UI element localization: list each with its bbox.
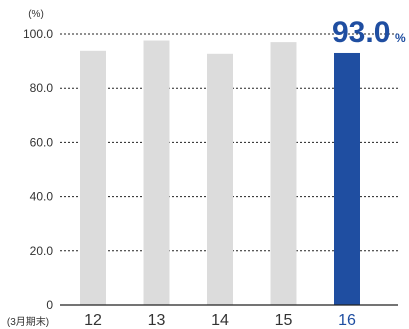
y-axis-ticks: 0 20.0 40.0 60.0 80.0 100.0 — [23, 27, 53, 312]
bar — [270, 42, 297, 305]
y-axis-unit: (%) — [28, 9, 44, 20]
callout-value: 93.0 — [332, 16, 390, 49]
y-tick-label: 60.0 — [30, 135, 54, 149]
x-tick-label: 16 — [338, 312, 356, 329]
bar — [143, 40, 170, 306]
x-tick-label: 14 — [211, 312, 229, 329]
y-tick-label: 100.0 — [23, 27, 53, 41]
x-tick-label: 13 — [148, 312, 166, 329]
bar-highlight — [334, 52, 360, 305]
x-tick-label: 12 — [84, 312, 102, 329]
bars — [80, 40, 360, 306]
x-axis-unit: (3月期末) — [7, 315, 49, 328]
bar — [80, 50, 106, 305]
bar — [207, 53, 233, 305]
highlight-callout: 93.0 % — [332, 16, 406, 49]
callout-unit: % — [395, 31, 406, 45]
y-tick-label: 40.0 — [30, 190, 54, 204]
y-tick-label: 80.0 — [30, 81, 54, 95]
x-tick-label: 15 — [275, 312, 293, 329]
y-tick-label: 20.0 — [30, 244, 54, 258]
x-axis-ticks: 12 13 14 15 16 — [84, 312, 356, 329]
y-tick-label: 0 — [46, 298, 53, 312]
